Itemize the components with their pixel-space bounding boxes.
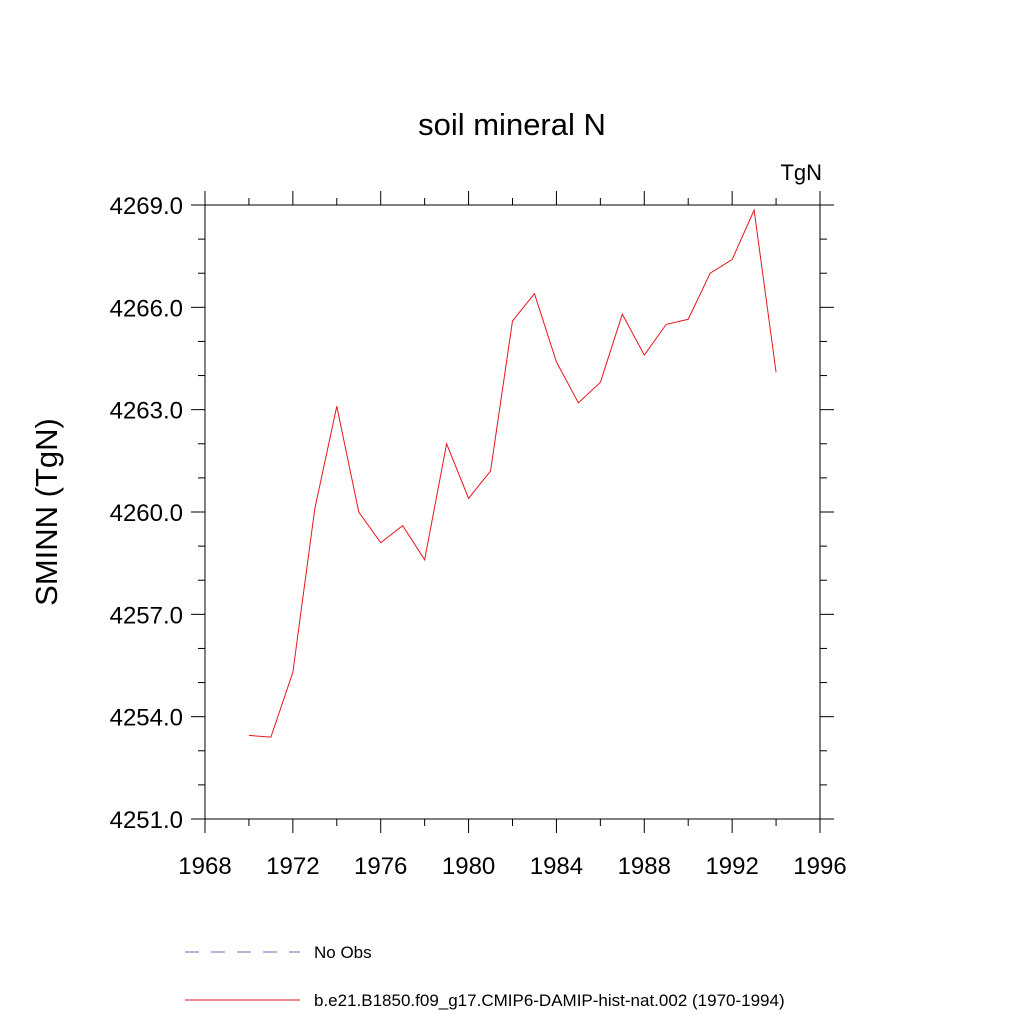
x-tick-label: 1972 (266, 853, 319, 880)
x-tick-label: 1976 (354, 853, 407, 880)
x-tick-label: 1984 (530, 853, 583, 880)
x-tick-label: 1988 (618, 853, 671, 880)
legend-entry-label: b.e21.B1850.f09_g17.CMIP6-DAMIP-hist-nat… (314, 991, 785, 1010)
y-axis-label: SMINN (TgN) (29, 418, 64, 606)
series-layer (248, 208, 777, 738)
y-tick-label: 4263.0 (110, 398, 183, 425)
x-tick-label: 1968 (178, 853, 231, 880)
y-axis: 4251.0 4254.0 4257.0 4260.0 4263.0 4266.0 4269… (110, 193, 834, 834)
y-tick-label: 4251.0 (110, 807, 183, 834)
y-tick-label: 4269.0 (110, 193, 183, 220)
series-line-1 (248, 208, 777, 738)
legend-entry-label: No Obs (314, 943, 372, 962)
x-axis: 1968 1972 1976 1980 1984 1988 1992 1996 (178, 191, 847, 880)
y-tick-label: 4266.0 (110, 295, 183, 322)
x-tick-label: 1992 (705, 853, 758, 880)
y-tick-label: 4254.0 (110, 705, 183, 732)
y-tick-label: 4257.0 (110, 602, 183, 629)
y-tick-label: 4260.0 (110, 500, 183, 527)
plot-frame (204, 204, 821, 820)
legend: No Obs b.e21.B1850.f09_g17.CMIP6-DAMIP-hi… (185, 943, 785, 1010)
chart-title: soil mineral N (418, 107, 606, 142)
x-tick-label: 1996 (793, 853, 846, 880)
units-label: TgN (780, 160, 822, 185)
x-tick-label: 1980 (442, 853, 495, 880)
